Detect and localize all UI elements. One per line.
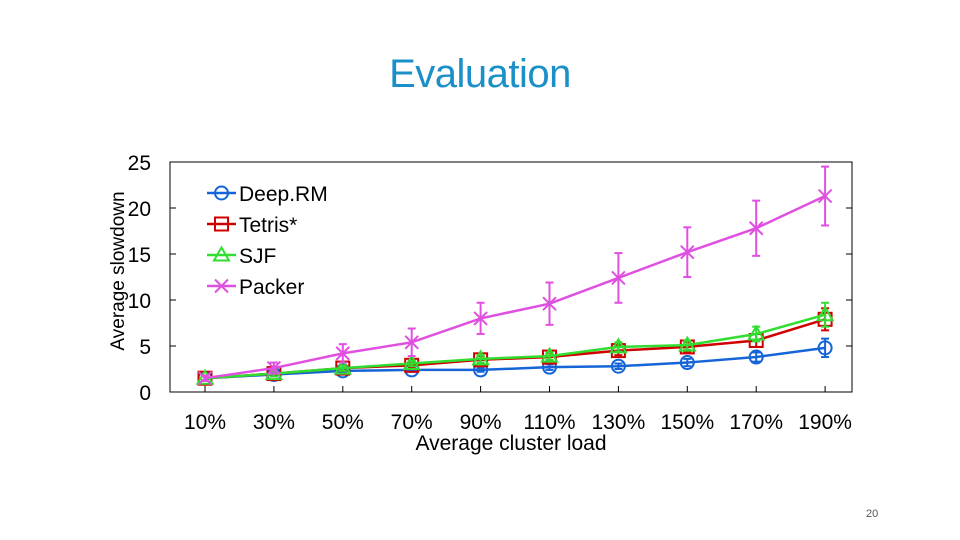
series-line: [204, 346, 826, 380]
legend-item-sjf: SJF: [207, 245, 276, 268]
legend-item-packer: Packer: [207, 276, 304, 299]
data-point: [402, 353, 421, 370]
data-point: [680, 244, 695, 260]
data-point: [333, 358, 353, 375]
x-tick-label: 150%: [660, 411, 714, 434]
page-number: 20: [866, 508, 879, 520]
x-axis-label: Average cluster load: [415, 432, 606, 455]
data-point: [746, 324, 766, 341]
legend-label: Tetris*: [239, 214, 297, 237]
data-point: [335, 346, 351, 361]
series-line: [204, 194, 826, 380]
data-point: [540, 346, 559, 363]
y-tick-label: 20: [128, 198, 151, 221]
x-tick-label: 70%: [391, 411, 433, 434]
y-axis-label: Average slowdown: [108, 191, 129, 350]
legend-marker: [214, 185, 229, 201]
data-point: [679, 355, 695, 371]
data-point: [748, 349, 764, 365]
legend-label: Packer: [239, 276, 304, 299]
data-point: [815, 305, 835, 322]
data-point: [817, 188, 833, 204]
y-tick-label: 0: [139, 382, 151, 405]
y-tick-label: 10: [128, 290, 151, 313]
x-tick-label: 10%: [184, 411, 226, 434]
data-point: [748, 221, 764, 236]
series-deep-rm: [197, 337, 833, 386]
x-tick-label: 190%: [798, 411, 852, 434]
legend-label: Deep.RM: [239, 183, 328, 206]
data-point: [471, 349, 490, 366]
legend-label: SJF: [239, 245, 276, 268]
y-tick-label: 25: [128, 152, 151, 175]
y-tick-label: 5: [139, 336, 151, 359]
x-tick-label: 170%: [729, 411, 783, 434]
data-point: [197, 370, 213, 386]
data-point: [404, 335, 419, 350]
data-point: [817, 340, 833, 356]
slide-title: Evaluation: [389, 52, 571, 96]
x-tick-label: 130%: [592, 411, 646, 434]
x-tick-label: 30%: [253, 411, 295, 434]
x-tick-label: 90%: [460, 411, 502, 434]
data-point: [609, 337, 628, 354]
data-point: [266, 360, 282, 376]
legend-marker: [214, 216, 229, 232]
legend-marker: [212, 245, 231, 262]
data-point: [611, 270, 626, 286]
y-tick-label: 15: [128, 244, 151, 267]
legend-item-tetris: Tetris*: [207, 214, 297, 237]
legend-marker: [214, 278, 229, 294]
series-packer: [197, 165, 833, 386]
x-tick-label: 110%: [523, 411, 575, 434]
series-line: [204, 313, 826, 380]
data-point: [610, 358, 626, 374]
data-point: [542, 296, 557, 311]
plot-frame: [169, 161, 853, 393]
data-point: [473, 311, 488, 326]
data-point: [678, 335, 697, 352]
legend-item-deep-rm: Deep.RM: [207, 183, 328, 206]
x-tick-label: 50%: [322, 411, 364, 434]
